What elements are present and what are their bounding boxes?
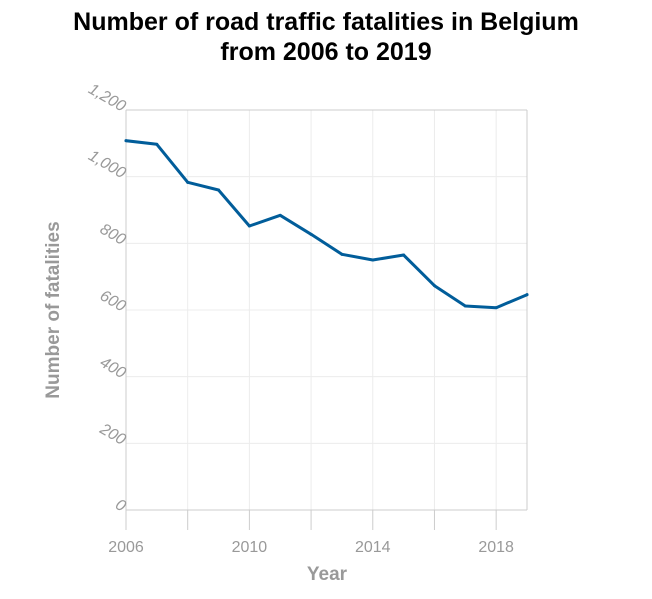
- x-axis-title: Year: [307, 564, 348, 585]
- chart-title-line-2: from 2006 to 2019: [220, 38, 431, 66]
- axes: [125, 109, 528, 530]
- data-point-2006: [124, 139, 128, 143]
- data-point-2012: [309, 232, 313, 236]
- data-point-2016: [432, 284, 436, 288]
- data-point-2017: [463, 304, 467, 308]
- data-point-2014: [371, 258, 375, 262]
- y-tick-label-1000: 1,000: [85, 147, 128, 182]
- data-point-2018: [494, 306, 498, 310]
- data-point-2019: [525, 293, 529, 297]
- y-tick-label-1200: 1,200: [85, 81, 128, 116]
- x-tick-label-2006: 2006: [108, 539, 144, 556]
- x-tick-label-2014: 2014: [355, 539, 391, 556]
- x-tick-label-2010: 2010: [232, 539, 268, 556]
- data-point-2007: [155, 142, 159, 146]
- x-tick-labels: 2006 2010 2014 2018: [108, 539, 514, 556]
- y-axis-title: Number of fatalities: [43, 221, 64, 398]
- data-point-2011: [278, 213, 282, 217]
- data-point-2013: [340, 252, 344, 256]
- y-tick-label-600: 600: [97, 287, 129, 315]
- grid: [126, 109, 527, 510]
- data-point-2008: [186, 180, 190, 184]
- y-tick-label-200: 200: [96, 420, 129, 449]
- data-point-2015: [402, 253, 406, 257]
- y-tick-label-800: 800: [97, 221, 129, 249]
- x-tick-label-2018: 2018: [478, 539, 514, 556]
- data-point-2010: [247, 224, 251, 228]
- data-point-2009: [217, 188, 221, 192]
- chart-title-line-1: Number of road traffic fatalities in Bel…: [73, 8, 579, 36]
- series-fatalities: [124, 139, 529, 310]
- series-line: [124, 139, 529, 310]
- y-tick-label-400: 400: [97, 354, 129, 382]
